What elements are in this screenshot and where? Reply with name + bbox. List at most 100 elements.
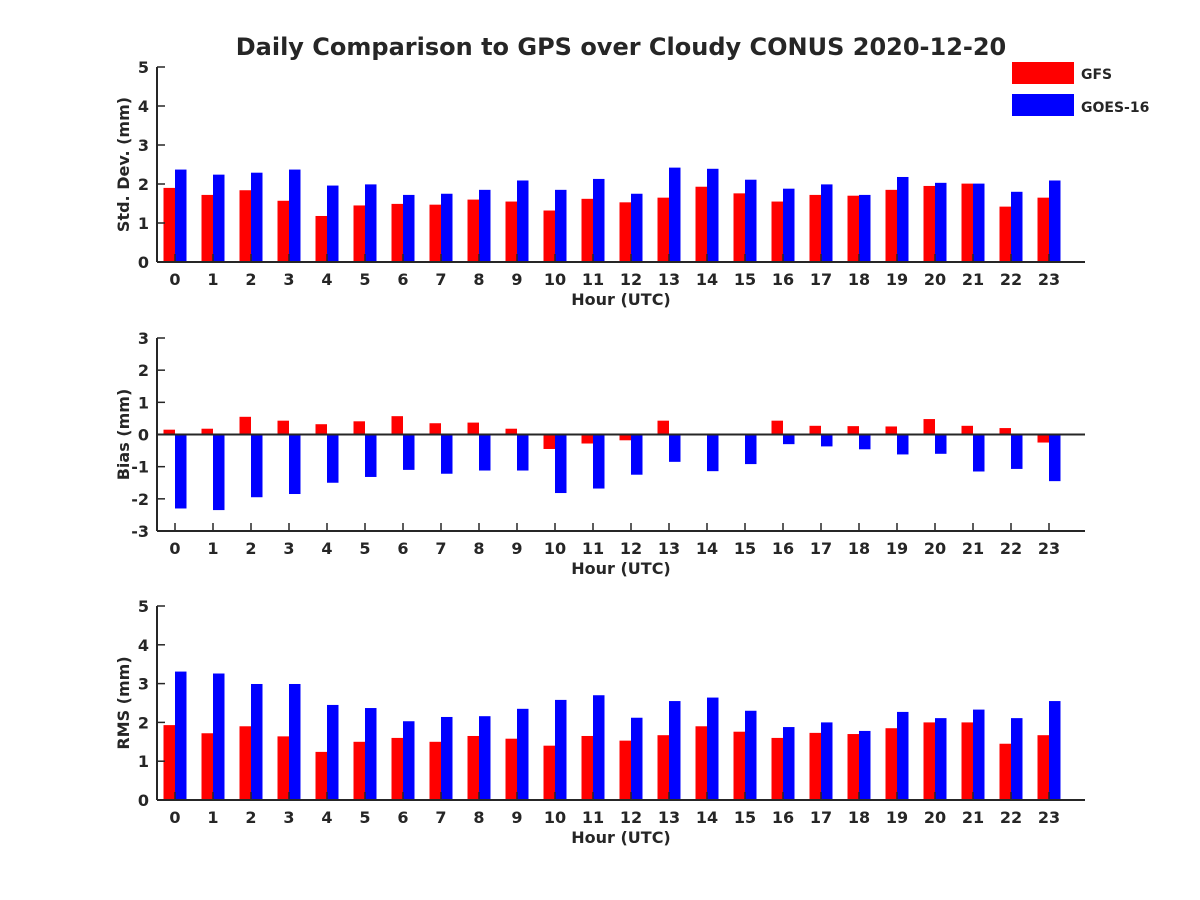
- std-dev-y-axis-label: Std. Dev. (mm): [114, 97, 133, 232]
- std-dev-x-tick-label: 14: [696, 270, 718, 289]
- std-dev-bar-goes16-4: [327, 185, 339, 262]
- rms-bar-gfs-11: [581, 735, 593, 800]
- rms-bar-gfs-14: [695, 726, 707, 800]
- std-dev-bar-goes16-6: [403, 194, 415, 262]
- bias-bar-goes16-12: [631, 434, 643, 475]
- std-dev-bar-gfs-5: [353, 205, 365, 262]
- bias-x-tick-label: 14: [696, 539, 718, 558]
- bias-bar-goes16-3: [289, 434, 301, 495]
- std-dev-bar-goes16-5: [365, 184, 377, 262]
- bias-bar-gfs-0: [163, 429, 175, 435]
- rms-bar-gfs-5: [353, 741, 365, 800]
- std-dev-bar-gfs-2: [239, 190, 251, 262]
- rms-x-tick-label: 11: [582, 808, 604, 827]
- bias-bar-goes16-20: [935, 434, 947, 454]
- bias-bar-gfs-10: [543, 434, 555, 449]
- bias-y-tick-label: 1: [138, 393, 149, 412]
- bias-bar-gfs-22: [999, 428, 1011, 435]
- std-dev-x-tick-label: 11: [582, 270, 604, 289]
- rms-y-tick-label: 5: [138, 597, 149, 616]
- bias-bar-goes16-6: [403, 434, 415, 470]
- std-dev-bar-goes16-8: [479, 189, 491, 262]
- std-dev-bar-gfs-15: [733, 193, 745, 262]
- std-dev-x-tick-label: 4: [321, 270, 332, 289]
- rms-bar-gfs-17: [809, 732, 821, 800]
- bias-y-tick-label: -2: [131, 490, 149, 509]
- bias-bar-gfs-4: [315, 424, 327, 435]
- bias-y-tick-label: 2: [138, 361, 149, 380]
- rms-y-tick-label: 3: [138, 675, 149, 694]
- bias-bar-gfs-3: [277, 420, 289, 435]
- bias-x-tick-label: 20: [924, 539, 946, 558]
- std-dev-x-tick-label: 23: [1038, 270, 1060, 289]
- rms-x-tick-label: 9: [511, 808, 522, 827]
- rms-bar-goes16-19: [897, 711, 909, 800]
- std-dev-x-tick-label: 12: [620, 270, 642, 289]
- bias-bar-goes16-0: [175, 434, 187, 509]
- bias-x-tick-label: 5: [359, 539, 370, 558]
- bias-x-tick-label: 9: [511, 539, 522, 558]
- rms-bar-gfs-19: [885, 728, 897, 800]
- bias-y-tick-label: 3: [138, 329, 149, 348]
- std-dev-bar-gfs-8: [467, 199, 479, 262]
- bias-bar-gfs-17: [809, 425, 821, 435]
- std-dev-bar-goes16-14: [707, 168, 719, 262]
- rms-bar-goes16-14: [707, 697, 719, 800]
- bias-x-tick-label: 11: [582, 539, 604, 558]
- bias-bar-gfs-1: [201, 428, 213, 435]
- rms-x-tick-label: 7: [435, 808, 446, 827]
- rms-bar-goes16-23: [1049, 701, 1061, 800]
- std-dev-x-tick-label: 13: [658, 270, 680, 289]
- bias-x-tick-label: 4: [321, 539, 332, 558]
- std-dev-bar-gfs-13: [657, 197, 669, 262]
- std-dev-y-tick-label: 2: [138, 175, 149, 194]
- bias-bar-goes16-7: [441, 434, 453, 474]
- rms-bar-goes16-6: [403, 721, 415, 800]
- bias-bar-goes16-1: [213, 434, 225, 511]
- bias-bar-goes16-19: [897, 434, 909, 455]
- rms-x-axis-label: Hour (UTC): [571, 828, 671, 847]
- bias-bar-gfs-12: [619, 434, 631, 441]
- rms-y-axis-label: RMS (mm): [114, 656, 133, 749]
- std-dev-bar-gfs-6: [391, 203, 403, 262]
- bias-bar-goes16-16: [783, 434, 795, 445]
- std-dev-bar-gfs-12: [619, 202, 631, 262]
- bias-y-tick-label: -3: [131, 522, 149, 541]
- rms-bar-goes16-5: [365, 708, 377, 800]
- std-dev-bar-gfs-16: [771, 201, 783, 262]
- std-dev-bar-goes16-23: [1049, 180, 1061, 262]
- rms-x-tick-label: 21: [962, 808, 984, 827]
- rms-bar-goes16-8: [479, 716, 491, 800]
- rms-bar-goes16-15: [745, 710, 757, 800]
- rms-bar-gfs-23: [1037, 735, 1049, 800]
- legend-label-goes16: GOES-16: [1081, 100, 1149, 116]
- bias-x-tick-label: 6: [397, 539, 408, 558]
- std-dev-bar-gfs-9: [505, 201, 517, 262]
- bias-x-tick-label: 3: [283, 539, 294, 558]
- std-dev-bar-goes16-10: [555, 189, 567, 262]
- bias-bar-goes16-2: [251, 434, 263, 498]
- rms-x-tick-label: 22: [1000, 808, 1022, 827]
- std-dev-bar-gfs-4: [315, 215, 327, 262]
- rms-x-tick-label: 17: [810, 808, 832, 827]
- rms-y-tick-label: 1: [138, 752, 149, 771]
- std-dev-bar-gfs-20: [923, 185, 935, 262]
- rms-bar-gfs-1: [201, 733, 213, 800]
- bias-bar-goes16-13: [669, 434, 681, 462]
- rms-x-tick-label: 18: [848, 808, 870, 827]
- rms-bar-gfs-10: [543, 745, 555, 800]
- std-dev-x-tick-label: 1: [207, 270, 218, 289]
- bias-x-tick-label: 15: [734, 539, 756, 558]
- std-dev-x-tick-label: 18: [848, 270, 870, 289]
- rms-bar-gfs-4: [315, 751, 327, 800]
- rms-bar-gfs-22: [999, 743, 1011, 800]
- rms-bar-goes16-11: [593, 695, 605, 800]
- rms-bar-goes16-22: [1011, 718, 1023, 800]
- rms-bar-goes16-21: [973, 709, 985, 800]
- bias-y-axis-label: Bias (mm): [114, 389, 133, 481]
- rms-y-tick-label: 2: [138, 713, 149, 732]
- bias-bar-goes16-9: [517, 434, 529, 471]
